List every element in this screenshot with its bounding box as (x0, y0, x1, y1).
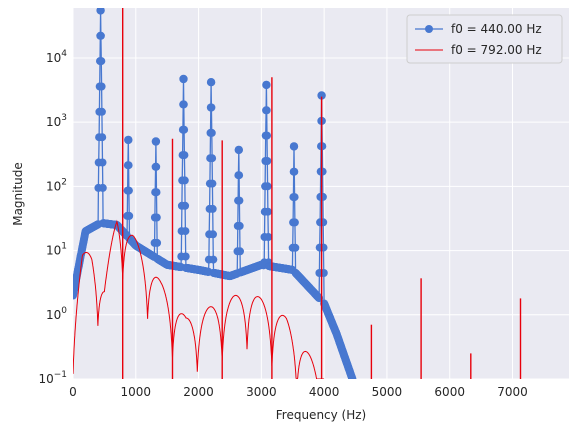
tick-labels: 0 1000 2000 3000 4000 5000 6000 7000 10−1 100 101 1… (38, 49, 527, 399)
data-layer (73, 8, 522, 379)
y-tick-label: 104 (46, 49, 67, 65)
series-440-peak-point (179, 74, 188, 84)
legend-swatch-marker (425, 25, 433, 33)
series-440-point (179, 100, 188, 109)
series-440-point (348, 375, 357, 379)
series-440-peak-point (262, 80, 271, 90)
series-440-point (98, 183, 107, 192)
y-axis-label: Magnitude (11, 162, 25, 226)
legend: f0 = 440.00 Hz f0 = 792.00 Hz (406, 14, 563, 64)
series-440-point (97, 107, 106, 116)
series-440-point (290, 167, 299, 176)
series-440-point (263, 157, 272, 165)
series-440-point (180, 125, 189, 134)
series-440-point (98, 158, 107, 167)
series-440-point (124, 161, 133, 170)
series-440-point (181, 252, 190, 261)
y-tick-label: 10−1 (38, 370, 67, 386)
series-440-point (97, 57, 106, 66)
series-440-point (209, 255, 218, 264)
series-440-point (98, 133, 107, 142)
series-440-point (97, 82, 106, 91)
series-440-point (290, 193, 299, 202)
series-440-peak-point (124, 135, 133, 145)
series-440-point (208, 154, 217, 163)
series-440-point (208, 204, 217, 213)
series-440-point (263, 207, 272, 216)
series-440-point (264, 233, 273, 241)
legend-entry-label: f0 = 440.00 Hz (451, 22, 542, 36)
series-440-point (235, 221, 244, 230)
series-440-point (236, 247, 244, 256)
series-440-point (207, 103, 216, 112)
series-440-peak-point (234, 145, 243, 155)
series-440-point (181, 227, 190, 236)
series-440-point (124, 186, 133, 195)
x-axis-label: Frequency (Hz) (276, 408, 367, 422)
series-440-point (152, 162, 161, 171)
x-tick-label: 4000 (309, 385, 340, 399)
y-tick-label: 101 (46, 242, 67, 258)
series-440-peak-point (96, 8, 105, 15)
series-440-point (318, 167, 327, 176)
series-440-point (181, 201, 190, 210)
series-440-point (235, 196, 244, 205)
series-792-line (73, 219, 325, 379)
series-440-point (319, 243, 328, 252)
series-440-point (153, 238, 162, 247)
x-tick-label: 0 (69, 385, 77, 399)
series-440-point (96, 31, 105, 40)
series-440-point (263, 131, 271, 140)
series-440-point (180, 176, 189, 185)
x-tick-label: 1000 (121, 385, 152, 399)
series-440-point (208, 179, 217, 188)
series-440-point (290, 218, 299, 227)
series-440-point (207, 128, 216, 137)
series-440-point (319, 218, 328, 227)
y-tick-label: 100 (46, 306, 67, 322)
series-440-point (125, 211, 134, 220)
y-tick-label: 102 (46, 177, 67, 193)
series-440-peak-point (289, 142, 299, 151)
series-440-point (263, 182, 272, 191)
series-440-point (209, 230, 217, 239)
x-tick-label: 6000 (434, 385, 465, 399)
series-440-point (235, 171, 244, 180)
series-440-point (318, 192, 327, 201)
series-440-peak-point (206, 78, 216, 87)
x-tick-label: 2000 (183, 385, 214, 399)
series-440-peak-point (317, 91, 326, 100)
legend-box (406, 14, 563, 64)
series-440-point (152, 188, 161, 197)
x-tick-label: 7000 (497, 385, 528, 399)
series-440-point (152, 213, 161, 222)
series-440-peak-point (151, 137, 161, 146)
series-440-point (180, 151, 189, 160)
series-440-point (291, 243, 300, 252)
y-tick-label: 103 (46, 113, 67, 129)
series-440-point (262, 106, 271, 115)
x-tick-label: 5000 (372, 385, 403, 399)
x-tick-label: 3000 (246, 385, 277, 399)
legend-entry-label: f0 = 792.00 Hz (451, 43, 542, 57)
